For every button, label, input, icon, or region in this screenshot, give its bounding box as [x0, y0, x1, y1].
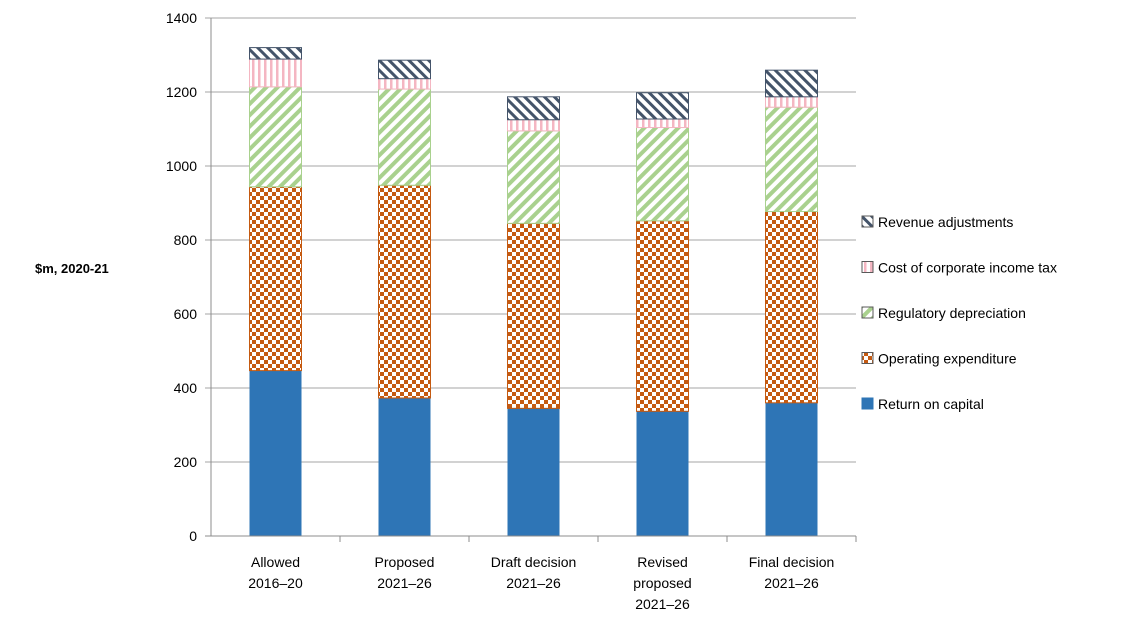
- legend-swatch: [861, 215, 874, 228]
- bar-segment-revenue-adjustments: [378, 59, 431, 80]
- bar-segment-return-on-capital: [378, 397, 431, 536]
- x-category-label: Draft decision: [491, 554, 577, 570]
- bar-segment-cost-of-corporate-income-tax: [765, 96, 818, 108]
- x-category-label: proposed: [633, 575, 691, 591]
- x-category-label: Final decision: [749, 554, 835, 570]
- axes: [210, 18, 857, 542]
- x-category-label: 2021–26: [377, 575, 432, 591]
- bar-segment-regulatory-depreciation: [249, 86, 302, 188]
- bar-segment-return-on-capital: [249, 370, 302, 536]
- bar-segment-regulatory-depreciation: [765, 106, 818, 213]
- y-tick-label: 1000: [166, 158, 197, 174]
- x-category-label: Allowed: [251, 554, 300, 570]
- x-category-label: 2021–26: [764, 575, 819, 591]
- y-tick-label: 0: [189, 528, 197, 544]
- bar-segment-cost-of-corporate-income-tax: [378, 78, 431, 90]
- x-category-label: Proposed: [375, 554, 435, 570]
- y-tick-label: 1200: [166, 84, 197, 100]
- bar-segment-return-on-capital: [507, 408, 560, 536]
- bar-segment-operating-expenditure: [636, 220, 689, 412]
- legend-label: Regulatory depreciation: [878, 305, 1026, 321]
- x-category-label: 2021–26: [506, 575, 561, 591]
- legend-swatch: [861, 397, 874, 410]
- y-tick-label: 1400: [166, 10, 197, 26]
- bar-segment-regulatory-depreciation: [636, 127, 689, 222]
- x-category-label: 2021–26: [635, 596, 690, 612]
- bar-segment-regulatory-depreciation: [507, 130, 560, 224]
- legend-label: Cost of corporate income tax: [878, 260, 1057, 276]
- legend-swatch: [861, 352, 874, 364]
- bar-segment-revenue-adjustments: [636, 92, 689, 120]
- y-axis-tick-labels: 0 200 400 600 800 1000 1200 1400: [166, 10, 197, 544]
- bar-segment-revenue-adjustments: [765, 69, 818, 98]
- bar-segment-operating-expenditure: [507, 222, 560, 409]
- bar-segment-cost-of-corporate-income-tax: [507, 119, 560, 132]
- y-tick-label: 200: [174, 454, 198, 470]
- bar-segment-cost-of-corporate-income-tax: [249, 58, 302, 88]
- bar-segment-return-on-capital: [765, 402, 818, 536]
- bar-segment-revenue-adjustments: [507, 96, 560, 121]
- bar-segment-regulatory-depreciation: [378, 88, 431, 186]
- legend-swatch: [861, 306, 874, 319]
- y-axis-label: $m, 2020-21: [35, 261, 109, 276]
- y-tick-label: 400: [174, 380, 198, 396]
- bar-segment-operating-expenditure: [249, 186, 302, 372]
- legend-label: Return on capital: [878, 396, 984, 412]
- x-axis-category-labels: Allowed 2016–20 Proposed 2021–26 Draft decis…: [248, 554, 834, 612]
- y-tick-label: 800: [174, 232, 198, 248]
- y-tick-label: 600: [174, 306, 198, 322]
- legend-swatch: [861, 261, 874, 273]
- bar-segment-cost-of-corporate-income-tax: [636, 118, 689, 129]
- bar-segment-return-on-capital: [636, 411, 689, 536]
- bar-segment-operating-expenditure: [765, 211, 818, 404]
- bar-segment-operating-expenditure: [378, 184, 431, 399]
- bar-segment-revenue-adjustments: [249, 47, 302, 60]
- x-category-label: 2016–20: [248, 575, 303, 591]
- legend-label: Revenue adjustments: [878, 214, 1013, 230]
- bars: [249, 47, 818, 536]
- legend: Revenue adjustments Cost of corporate inc…: [861, 214, 1057, 412]
- x-category-label: Revised: [637, 554, 688, 570]
- legend-label: Operating expenditure: [878, 351, 1017, 367]
